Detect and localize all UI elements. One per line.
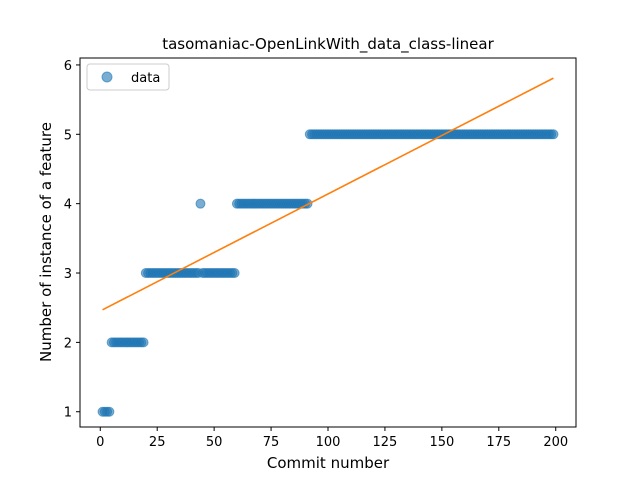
y-tick-label: 3: [64, 267, 72, 282]
x-tick-label: 0: [96, 435, 104, 450]
data-point: [104, 406, 115, 417]
plot-frame: [79, 57, 577, 428]
legend: data: [86, 63, 170, 91]
y-axis-label: Number of instance of a feature: [37, 122, 55, 362]
y-tick-label: 1: [64, 406, 72, 421]
chart-title: tasomaniac-OpenLinkWith_data_class-linea…: [162, 35, 494, 54]
x-axis-ticks: 0 25 50 75 100 125 150 175 200: [96, 427, 568, 450]
x-tick-label: 75: [263, 435, 280, 450]
data-point: [138, 337, 149, 348]
y-tick-label: 4: [64, 198, 72, 213]
legend-marker-icon: [101, 71, 113, 83]
y-axis-ticks: 1 2 3 4 5 6: [64, 59, 80, 421]
data-point: [548, 129, 559, 140]
x-tick-label: 175: [486, 435, 511, 450]
legend-box: [86, 63, 170, 91]
x-tick-label: 50: [206, 435, 223, 450]
y-tick-label: 2: [64, 336, 72, 351]
x-tick-label: 25: [149, 435, 166, 450]
y-tick-label: 6: [64, 59, 72, 74]
y-tick-label: 5: [64, 128, 72, 143]
data-point: [195, 198, 206, 209]
x-tick-label: 125: [373, 435, 398, 450]
fit-line: [102, 77, 554, 311]
plot-area: [97, 77, 559, 417]
data-point: [229, 268, 240, 279]
x-tick-label: 100: [316, 435, 341, 450]
x-tick-label: 200: [543, 435, 568, 450]
x-tick-label: 150: [429, 435, 454, 450]
x-axis-label: Commit number: [267, 454, 390, 472]
legend-label-data: data: [131, 71, 160, 86]
